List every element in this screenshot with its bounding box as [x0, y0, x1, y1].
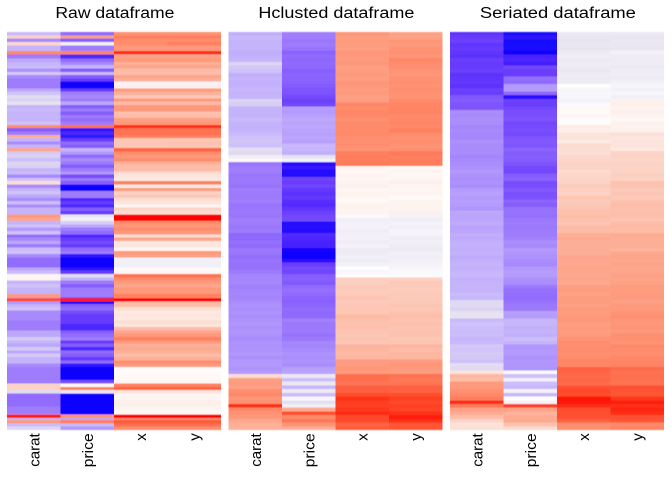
- svg-text:y: y: [408, 433, 425, 441]
- svg-text:y: y: [630, 433, 647, 441]
- svg-text:Hclusted dataframe: Hclusted dataframe: [258, 5, 414, 22]
- svg-text:Raw dataframe: Raw dataframe: [55, 5, 174, 22]
- svg-text:price: price: [80, 433, 97, 467]
- svg-text:x: x: [133, 433, 150, 441]
- svg-text:x: x: [576, 433, 593, 441]
- svg-text:price: price: [523, 433, 540, 467]
- svg-text:price: price: [301, 433, 318, 467]
- svg-text:carat: carat: [248, 432, 265, 466]
- svg-text:y: y: [187, 433, 204, 441]
- svg-text:carat: carat: [26, 432, 43, 466]
- svg-text:x: x: [355, 433, 372, 441]
- svg-text:Seriated dataframe: Seriated dataframe: [480, 5, 636, 22]
- svg-text:carat: carat: [469, 432, 486, 466]
